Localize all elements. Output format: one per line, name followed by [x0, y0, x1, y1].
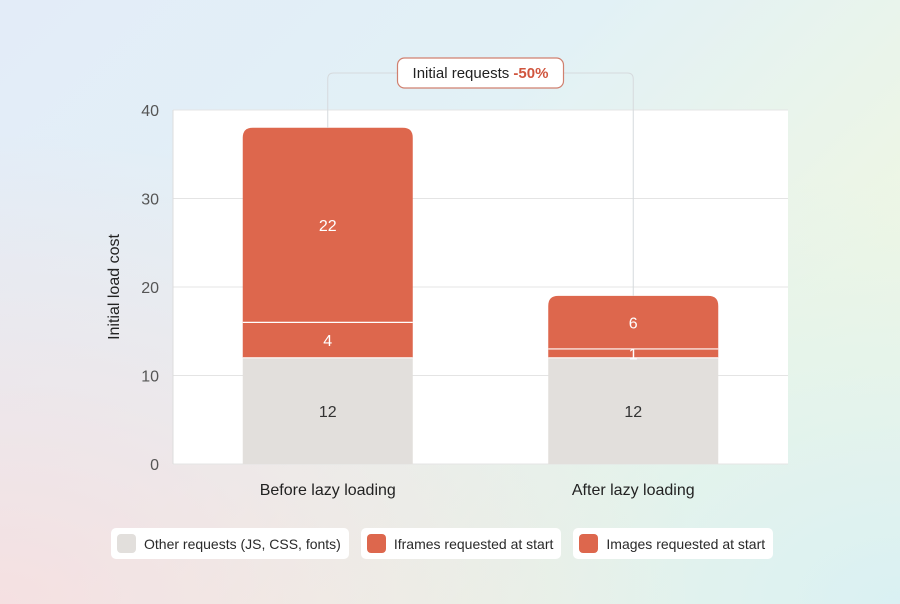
annotation-text: Initial requests -50% — [413, 65, 549, 82]
legend: Other requests (JS, CSS, fonts) Iframes … — [111, 528, 774, 559]
y-tick-label: 10 — [141, 369, 159, 386]
y-tick-label: 30 — [141, 192, 159, 209]
legend-swatch — [117, 534, 136, 553]
y-axis-label: Initial load cost — [106, 234, 123, 340]
y-tick-label: 20 — [141, 280, 159, 297]
data-label: 6 — [629, 315, 638, 332]
data-label: 12 — [624, 404, 642, 421]
legend-swatch — [366, 534, 386, 553]
legend-item-images: Images requested at start — [573, 528, 774, 559]
legend-label: Iframes requested at start — [393, 535, 554, 552]
data-label: 4 — [323, 333, 332, 350]
bar-segment — [242, 322, 413, 358]
legend-item-iframes: Iframes requested at start — [360, 528, 562, 559]
annotation-box — [396, 57, 565, 89]
x-tick-label: Before lazy loading — [260, 482, 396, 499]
bar-segment — [548, 295, 719, 349]
legend-swatch — [579, 534, 599, 553]
x-tick-label: After lazy loading — [572, 482, 695, 499]
data-label: 22 — [319, 218, 337, 235]
y-tick-label: 0 — [150, 457, 159, 474]
y-tick-label: 40 — [141, 103, 159, 120]
legend-item-other: Other requests (JS, CSS, fonts) — [111, 528, 349, 559]
bar-segment — [242, 357, 413, 464]
bar-segment — [548, 348, 719, 358]
bar-segment — [242, 127, 413, 323]
data-label: 1 — [629, 346, 638, 363]
legend-label: Other requests (JS, CSS, fonts) — [144, 535, 341, 552]
legend-label: Images requested at start — [606, 535, 766, 552]
bar-segment — [548, 357, 719, 464]
annotation-value: -50% — [513, 65, 548, 82]
annotation-label: Initial requests — [413, 65, 514, 82]
data-label: 12 — [319, 404, 337, 421]
